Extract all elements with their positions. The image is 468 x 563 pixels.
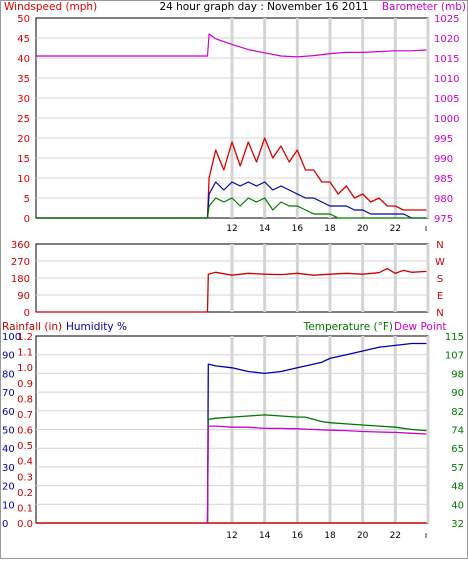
wind-x-tick-12: 12 [226,224,237,234]
temp-y-tick-2: 98 [451,369,464,380]
wind-y-tick-6: 20 [17,134,30,145]
humidity-y-tick-7: 30 [2,463,15,474]
series-avg [36,181,427,219]
dew-point-axis-label: Dew Point [394,321,447,333]
rain-y-tick-6: 0.6 [17,426,33,437]
dir-y-tick-1: 270 [11,257,30,268]
wind-x-tick-14: 14 [259,224,271,234]
dir-y-tick-0: 360 [11,240,30,251]
baro-y-tick-6: 995 [434,134,453,145]
wind-y-tick-10: 0 [24,214,30,225]
climate-x-tick-16: 16 [292,531,304,541]
rain-y-tick-2: 1.0 [17,363,33,374]
wind-y-tick-9: 5 [24,194,30,205]
compass-tick-0: N [436,240,443,251]
rain-y-tick-1: 1.1 [17,348,33,359]
temp-y-tick-9: 40 [451,500,464,511]
wind-y-tick-5: 25 [17,114,30,125]
humidity-axis-label: Humidity % [66,321,127,333]
baro-y-tick-7: 990 [434,154,453,165]
barometer-axis-label: Barometer (mb) [382,1,466,13]
rain-y-tick-12: 0.0 [17,519,33,530]
wind-x-tick-20: 20 [357,224,369,234]
wind-x-tick-end: ı [425,224,428,234]
humidity-y-tick-4: 60 [2,407,15,418]
compass-tick-2: S [437,274,443,285]
temp-y-tick-7: 57 [451,463,464,474]
rain-y-tick-0: 1.2 [17,332,33,343]
wind-y-tick-8: 10 [17,174,30,185]
humidity-y-tick-10: 0 [2,519,8,530]
graph-title: 24 hour graph day : November 16 2011 [159,1,368,13]
compass-tick-3: E [437,291,443,302]
baro-y-tick-4: 1005 [434,94,459,105]
series-baro [36,33,427,58]
wind-y-tick-1: 45 [17,34,30,45]
baro-y-tick-0: 1025 [434,14,459,25]
baro-y-tick-1: 1020 [434,34,459,45]
series-dew [206,425,427,524]
wind-x-tick-18: 18 [324,224,336,234]
climate-x-tick-18: 18 [324,531,336,541]
temp-y-tick-8: 48 [451,482,464,493]
wind-x-tick-22: 22 [390,224,401,234]
rain-y-tick-10: 0.2 [17,488,33,499]
windspeed-axis-label: Windspeed (mph) [4,1,97,13]
temp-y-tick-3: 90 [451,388,464,399]
humidity-y-tick-6: 40 [2,444,15,455]
baro-y-tick-10: 975 [434,214,453,225]
humidity-y-tick-5: 50 [2,426,15,437]
series-gust [36,137,427,219]
series-humidity [206,342,427,524]
rain-y-tick-7: 0.5 [17,441,33,452]
baro-y-tick-5: 1000 [434,114,459,125]
humidity-y-tick-1: 90 [2,351,15,362]
wind-y-tick-2: 40 [17,54,30,65]
compass-tick-1: W [435,257,445,268]
humidity-y-tick-3: 70 [2,388,15,399]
humidity-y-tick-2: 80 [2,369,15,380]
temp-y-tick-5: 74 [451,426,464,437]
climate-x-tick-14: 14 [259,531,271,541]
baro-y-tick-8: 985 [434,174,453,185]
compass-tick-4: N [436,308,443,319]
baro-y-tick-3: 1010 [434,74,459,85]
climate-x-tick-12: 12 [226,531,237,541]
series-low [36,197,427,219]
humidity-y-tick-0: 100 [2,332,21,343]
baro-y-tick-9: 980 [434,194,453,205]
rainfall-axis-label: Rainfall (in) [2,321,62,333]
dir-y-tick-4: 0 [24,308,30,319]
climate-x-tick-end: ı [425,531,428,541]
rain-y-tick-11: 0.1 [17,503,33,514]
wind-y-tick-7: 15 [17,154,30,165]
temp-y-tick-10: 32 [451,519,464,530]
wind-y-tick-4: 30 [17,94,30,105]
rain-y-tick-8: 0.4 [17,457,33,468]
series-temp [206,414,427,524]
rain-y-tick-9: 0.3 [17,472,33,483]
dir-y-tick-3: 90 [17,291,30,302]
wind-y-tick-0: 50 [17,14,30,25]
series-dir [36,267,427,313]
rain-y-tick-3: 0.9 [17,379,33,390]
temp-y-tick-1: 107 [445,351,464,362]
dir-y-tick-2: 180 [11,274,30,285]
climate-x-tick-22: 22 [390,531,401,541]
temperature-axis-label: Temperature (°F) [303,321,393,333]
climate-x-tick-20: 20 [357,531,369,541]
rain-y-tick-5: 0.7 [17,410,33,421]
temp-y-tick-4: 82 [451,407,464,418]
humidity-y-tick-8: 20 [2,482,15,493]
humidity-y-tick-9: 10 [2,500,15,511]
wind-y-tick-3: 35 [17,74,30,85]
baro-y-tick-2: 1015 [434,54,459,65]
rain-y-tick-4: 0.8 [17,394,33,405]
temp-y-tick-0: 115 [445,332,464,343]
wind-x-tick-16: 16 [292,224,304,234]
temp-y-tick-6: 65 [451,444,464,455]
